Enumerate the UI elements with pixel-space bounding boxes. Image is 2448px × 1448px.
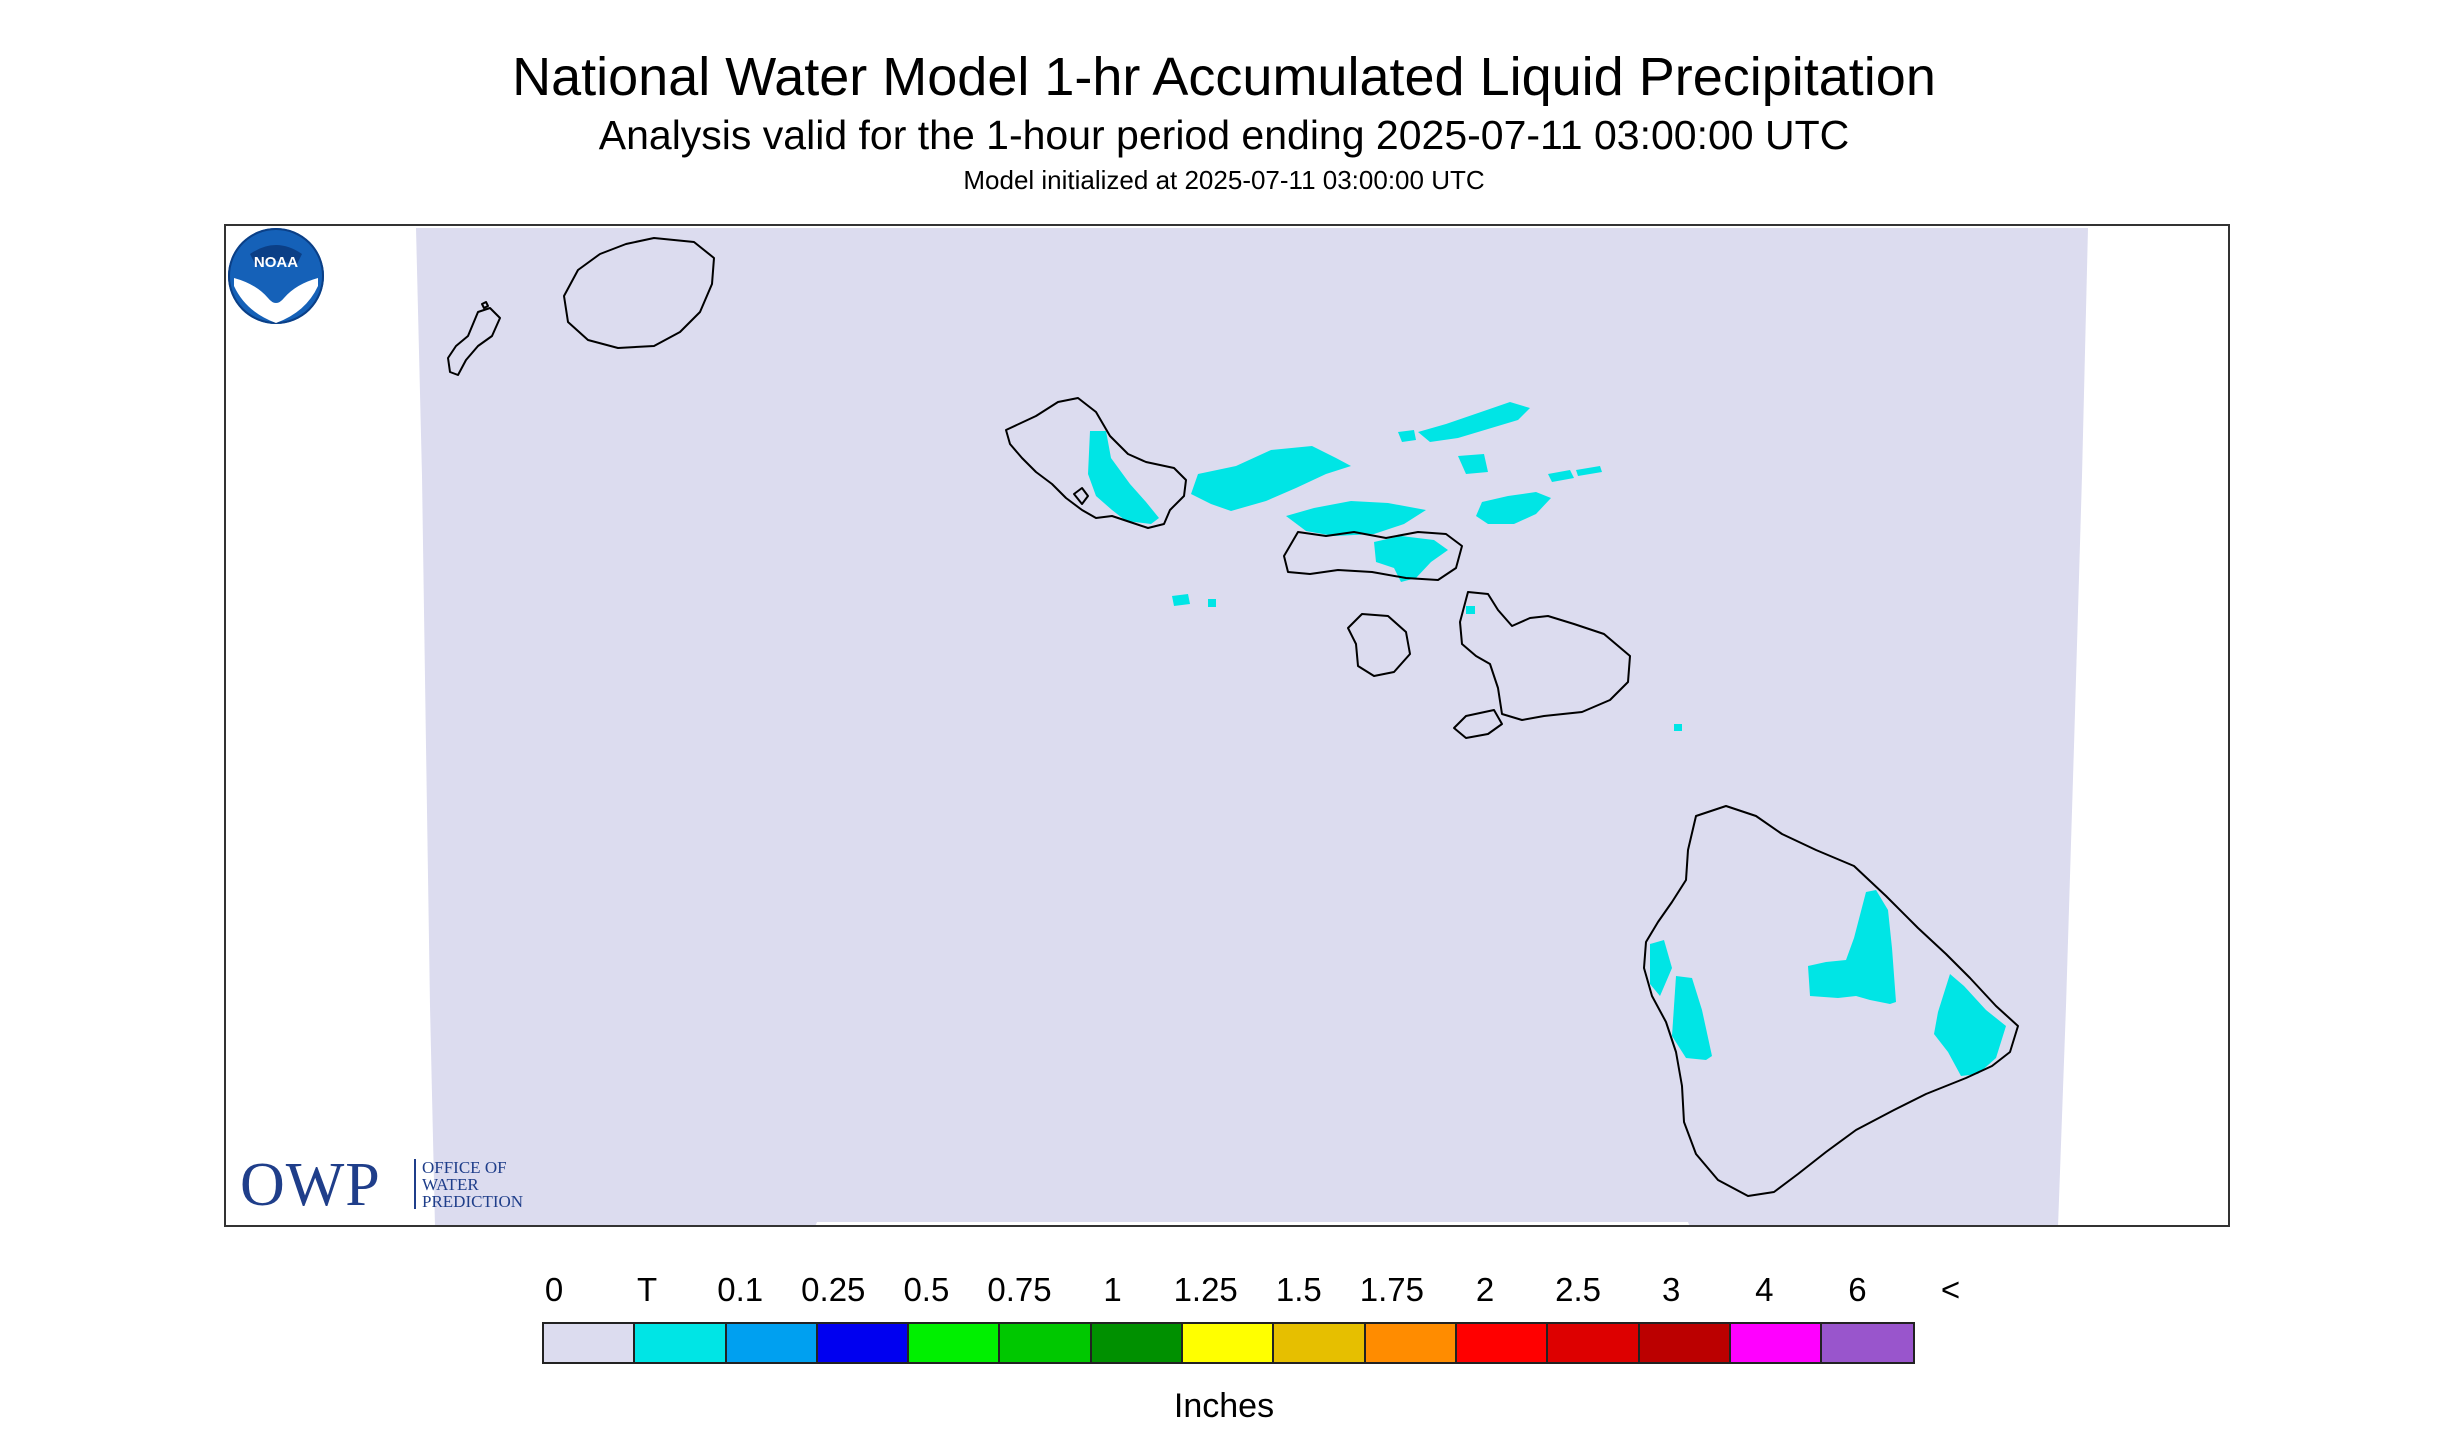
precip-cells	[1088, 402, 2006, 1076]
precip-small-8	[1674, 724, 1682, 731]
owp-logo: OWP OFFICE OF WATER PREDICTION	[240, 1151, 570, 1219]
model-init-text: Model initialized at 2025-07-11 03:00:00…	[963, 165, 1485, 195]
coast-molokai	[1283, 531, 1463, 581]
legend-swatch	[635, 1324, 727, 1362]
legend-tick-label: 0.5	[903, 1271, 950, 1308]
legend-colorbar	[542, 1322, 1916, 1364]
owp-line-3: PREDICTION	[422, 1192, 524, 1211]
legend-tick-label: 0.25	[801, 1271, 866, 1308]
coast-kauai	[563, 237, 715, 349]
coast-pearl-harbor	[1073, 487, 1089, 505]
svg-text:NOAA: NOAA	[254, 254, 298, 271]
precip-small-6	[1208, 599, 1216, 607]
legend-tick-label: 1.75	[1359, 1271, 1424, 1308]
owp-line-2: WATER	[422, 1175, 479, 1194]
legend-tick-label: T	[637, 1271, 658, 1308]
owp-wordmark: OFFICE OF WATER PREDICTION	[422, 1159, 523, 1210]
precip-kona-south	[1672, 976, 1712, 1060]
legend-swatch	[1456, 1324, 1549, 1362]
precip-small-5	[1172, 594, 1190, 606]
legend-swatch	[544, 1324, 636, 1362]
coastlines	[447, 237, 2019, 1197]
precip-channel-band-center	[1286, 501, 1426, 536]
legend-swatch	[1000, 1324, 1092, 1362]
legend-swatch	[1548, 1324, 1640, 1362]
legend-tick-label: 4	[1755, 1271, 1774, 1308]
legend-tick-label: 2.5	[1555, 1271, 1602, 1308]
legend-swatch	[909, 1324, 1001, 1362]
precip-small-3	[1548, 470, 1574, 482]
legend-swatch	[1365, 1324, 1457, 1362]
legend-tick-label: <	[1940, 1271, 1961, 1308]
legend-swatch	[1091, 1324, 1184, 1362]
coast-lanai	[1347, 613, 1411, 677]
owp-line-1: OFFICE OF	[422, 1158, 507, 1177]
legend-tick-label: 0.75	[987, 1271, 1052, 1308]
precip-kona-north	[1650, 940, 1672, 996]
legend-swatch	[1639, 1324, 1731, 1362]
legend-tick-label: 0.1	[717, 1271, 764, 1308]
map-title: National Water Model 1-hr Accumulated Li…	[512, 47, 1936, 107]
precip-north-band	[1418, 402, 1530, 442]
legend-tick-label: 1.5	[1275, 1271, 1322, 1308]
legend-tick-label: 2	[1475, 1271, 1495, 1308]
legend-tick-label: 0	[544, 1271, 564, 1308]
legend-tick-label: 6	[1848, 1271, 1867, 1308]
legend-unit-label: Inches	[1173, 1387, 1275, 1425]
legend-swatch	[1730, 1324, 1823, 1362]
coast-kahoolawe	[1453, 709, 1503, 739]
map-canvas	[416, 228, 2088, 1225]
legend-tick-label: 1.25	[1173, 1271, 1238, 1308]
legend-tick-label: 1	[1103, 1271, 1122, 1308]
model-domain	[416, 228, 2088, 1225]
precip-small-4	[1576, 466, 1602, 476]
coast-niihau	[447, 307, 501, 376]
owp-divider	[414, 1159, 416, 1209]
legend-swatch	[1183, 1324, 1275, 1362]
legend-swatch	[817, 1324, 910, 1362]
precip-small-1	[1398, 430, 1416, 442]
legend-swatch	[1274, 1324, 1366, 1362]
map-subtitle: Analysis valid for the 1-hour period end…	[598, 112, 1850, 158]
legend-tick-label: 3	[1662, 1271, 1681, 1308]
coast-maui	[1459, 591, 1631, 721]
coast-big-island	[1643, 805, 2019, 1197]
legend-swatch	[726, 1324, 818, 1362]
precip-molokai	[1374, 536, 1448, 582]
precip-oahu-east	[1088, 431, 1159, 524]
map-panel: OWP OFFICE OF WATER PREDICTION NOAA	[224, 224, 2230, 1227]
precip-small-2	[1458, 454, 1488, 474]
precip-hilo-band	[1808, 890, 1896, 1004]
owp-letters: OWP	[240, 1151, 381, 1219]
noaa-logo: NOAA	[228, 228, 324, 324]
precip-channel-band-west	[1191, 446, 1351, 511]
legend-swatch	[1822, 1324, 1914, 1362]
legend-labels: 0 T 0.1 0.25 0.5 0.75 1 1.25 1.5 1.75 2 2.5 3 4 6 <	[0, 1268, 2448, 1312]
coast-lehua	[481, 301, 489, 309]
coast-oahu	[1005, 397, 1187, 529]
precip-channel-band-east	[1476, 492, 1551, 524]
precip-small-7	[1466, 606, 1475, 614]
precip-puna	[1934, 974, 2006, 1076]
